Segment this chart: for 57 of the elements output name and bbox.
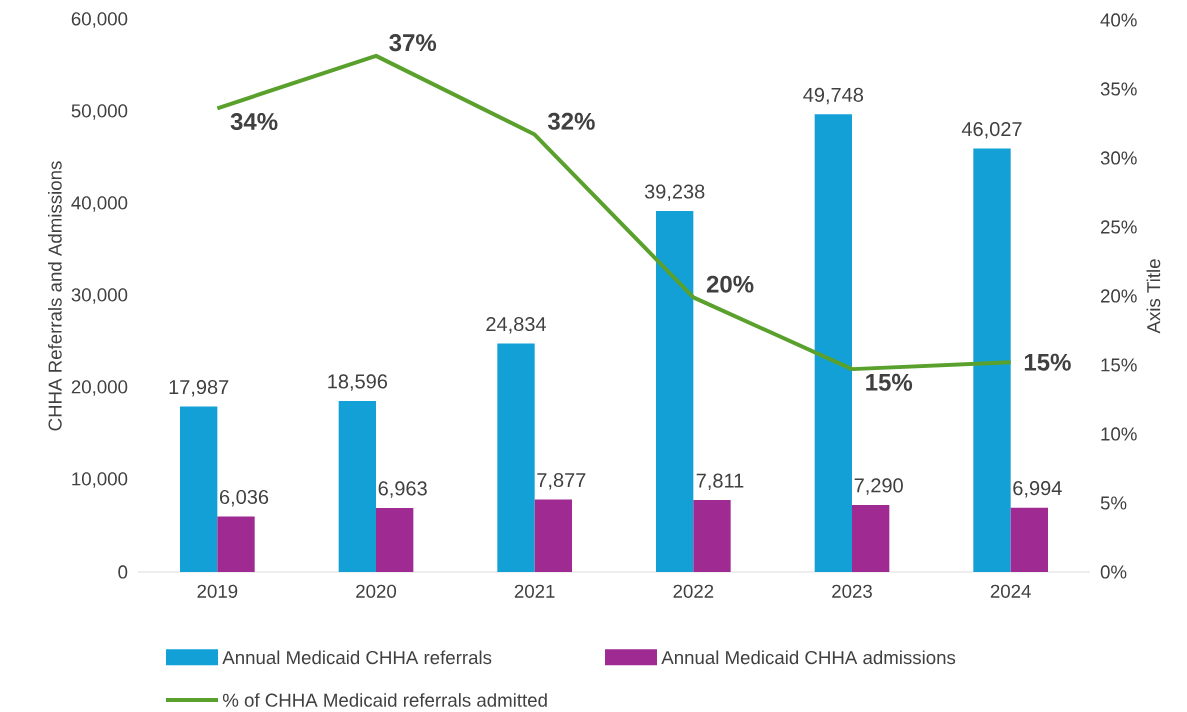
data-label: 15% bbox=[866, 373, 913, 391]
bar bbox=[693, 500, 731, 572]
y2-tick-label: 0% bbox=[1100, 565, 1127, 579]
bar bbox=[1010, 507, 1048, 572]
data-label: 6,963 bbox=[378, 481, 427, 498]
data-label: 49,748 bbox=[803, 87, 864, 105]
bar bbox=[852, 504, 890, 572]
x-tick-label: 2022 bbox=[673, 584, 714, 598]
bar bbox=[338, 400, 377, 572]
data-label: 15% bbox=[1024, 353, 1071, 371]
bar bbox=[814, 114, 852, 572]
data-label: 7,811 bbox=[696, 473, 744, 491]
bar bbox=[656, 211, 694, 572]
y2-tick-label: 5% bbox=[1100, 496, 1127, 510]
y2-tick-label: 35% bbox=[1100, 82, 1137, 96]
y-axis-title: CHHA Referrals and Admissions bbox=[48, 161, 62, 431]
data-label: 46,027 bbox=[961, 121, 1022, 139]
data-label: 32% bbox=[547, 112, 595, 130]
x-tick-label: 2023 bbox=[832, 584, 872, 598]
bar bbox=[217, 516, 255, 572]
data-label: 18,596 bbox=[328, 374, 388, 391]
x-tick-label: 2024 bbox=[990, 584, 1031, 598]
y2-tick-label: 30% bbox=[1100, 151, 1137, 165]
legend-label: Annual Medicaid CHHA admissions bbox=[661, 650, 956, 665]
y2-tick-label: 20% bbox=[1100, 289, 1137, 303]
data-label: 7,877 bbox=[537, 472, 586, 490]
data-label: 17,987 bbox=[169, 379, 229, 397]
y-tick-label: 30,000 bbox=[71, 288, 128, 304]
data-label: 24,834 bbox=[486, 316, 546, 334]
data-label: 20% bbox=[706, 275, 754, 293]
y-tick-label: 20,000 bbox=[71, 380, 128, 396]
data-label: 6,994 bbox=[1013, 481, 1062, 498]
y-tick-label: 40,000 bbox=[71, 196, 128, 212]
y-tick-label: 0 bbox=[118, 565, 128, 579]
data-label: 6,036 bbox=[220, 489, 269, 507]
y2-tick-label: 10% bbox=[1101, 427, 1137, 441]
y2-tick-label: 15% bbox=[1101, 358, 1137, 372]
y2-tick-label: 40% bbox=[1100, 13, 1137, 27]
legend-label: % of CHHA Medicaid referrals admitted bbox=[222, 693, 547, 707]
bar bbox=[180, 406, 218, 572]
data-label: 37% bbox=[389, 34, 437, 52]
y2-tick-label: 25% bbox=[1100, 220, 1137, 234]
data-label: 39,238 bbox=[644, 184, 705, 201]
y2-axis-title: Axis Title bbox=[1146, 259, 1161, 334]
x-tick-label: 2020 bbox=[356, 584, 397, 598]
x-tick-label: 2021 bbox=[514, 584, 555, 598]
y-tick-label: 60,000 bbox=[71, 12, 128, 28]
x-tick-label: 2019 bbox=[197, 584, 238, 598]
bar bbox=[497, 343, 535, 572]
bar bbox=[973, 148, 1011, 572]
data-label: 34% bbox=[230, 113, 278, 131]
bar bbox=[376, 507, 414, 572]
legend-label: Annual Medicaid CHHA referrals bbox=[222, 650, 492, 665]
y-tick-label: 10,000 bbox=[72, 472, 128, 488]
y-tick-label: 50,000 bbox=[71, 104, 128, 120]
data-label: 7,290 bbox=[854, 478, 903, 495]
bar bbox=[534, 499, 572, 572]
